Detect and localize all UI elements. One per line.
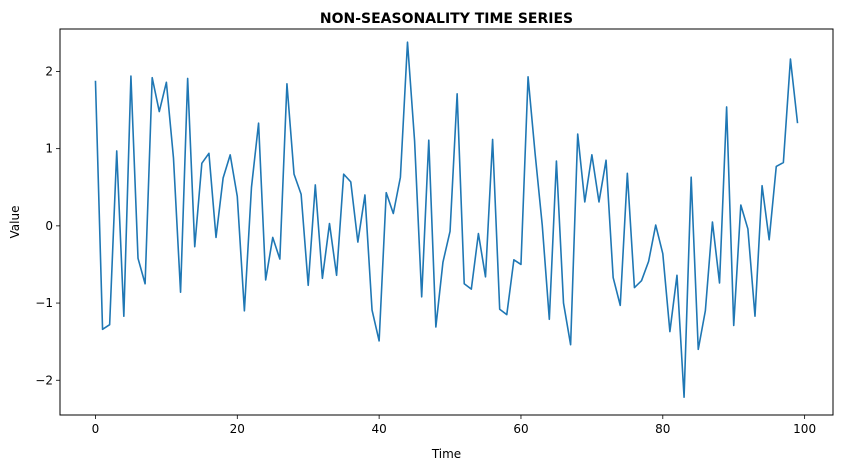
x-tick-label: 40 — [371, 422, 386, 436]
chart-title: NON-SEASONALITY TIME SERIES — [320, 11, 573, 27]
x-tick-label: 20 — [230, 422, 245, 436]
y-tick-label: 0 — [45, 219, 53, 233]
x-axis-label: Time — [431, 447, 461, 461]
x-tick-label: 80 — [655, 422, 670, 436]
series-line — [94, 41, 799, 399]
y-axis-ticks: −2 −1 0 1 2 — [35, 64, 60, 387]
y-tick-label: −2 — [35, 373, 53, 387]
y-axis-label: Value — [8, 206, 22, 239]
x-tick-label: 0 — [92, 422, 100, 436]
y-tick-label: 2 — [45, 64, 53, 78]
x-tick-label: 100 — [793, 422, 816, 436]
y-tick-label: −1 — [35, 296, 53, 310]
y-tick-label: 1 — [45, 142, 53, 156]
plot-frame — [59, 28, 834, 416]
x-tick-label: 60 — [513, 422, 528, 436]
x-axis-ticks: 0 20 40 60 80 100 — [92, 415, 816, 436]
